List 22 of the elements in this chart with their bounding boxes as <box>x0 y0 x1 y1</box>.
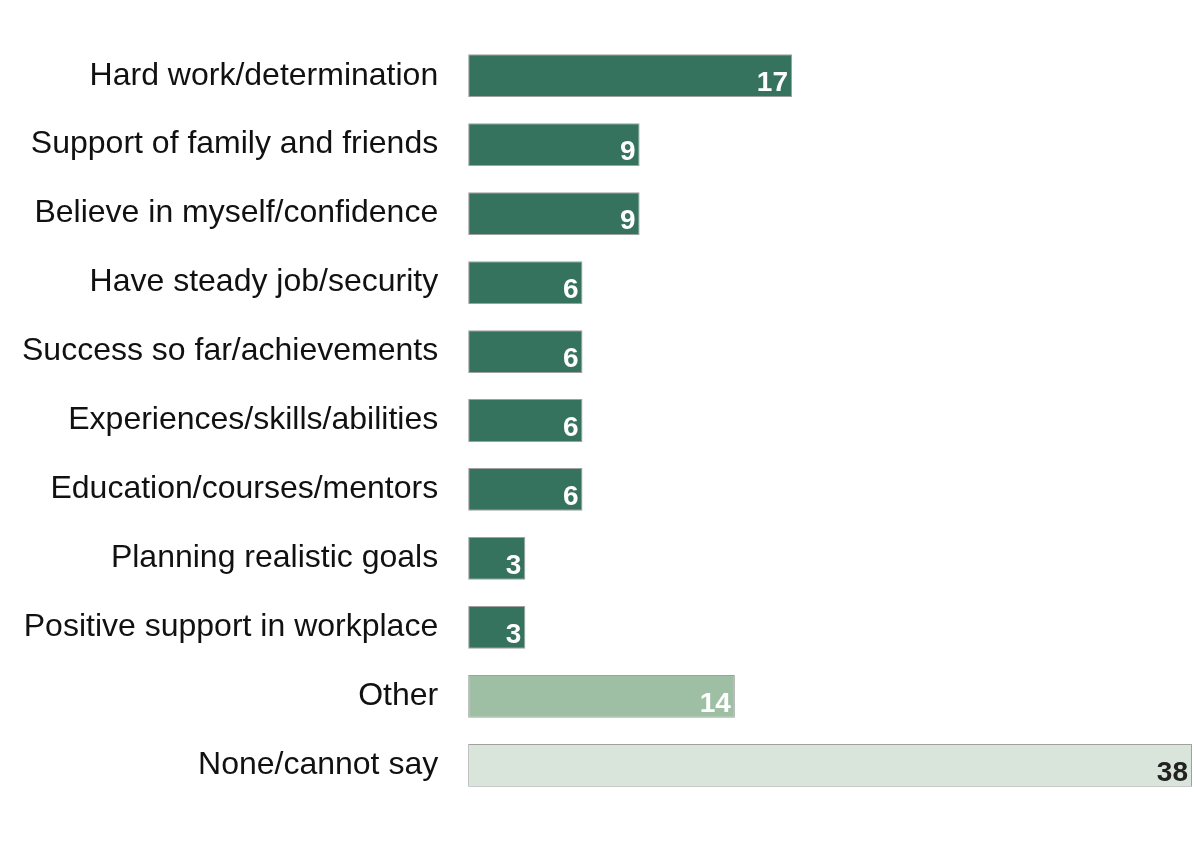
y-tick-label: Success so far/achievements <box>22 331 439 368</box>
data-label: 6 <box>562 342 579 374</box>
data-label: 6 <box>562 480 579 512</box>
y-tick-label: Education/courses/mentors <box>50 469 439 506</box>
data-label: 14 <box>699 687 732 719</box>
y-tick-label: Experiences/skills/abilities <box>68 400 439 437</box>
y-tick-label: Have steady job/security <box>89 262 439 299</box>
data-label: 3 <box>505 549 522 581</box>
data-label: 9 <box>620 135 636 167</box>
data-label: 6 <box>562 273 579 305</box>
y-tick-label: Planning realistic goals <box>110 538 439 575</box>
y-tick-label: Believe in myself/confidence <box>34 193 439 230</box>
data-label: 6 <box>562 411 579 443</box>
y-tick-label: Support of family and friends <box>30 124 439 161</box>
y-tick-label: Other <box>358 676 439 713</box>
data-label: 9 <box>620 204 636 236</box>
data-label: 3 <box>505 618 522 650</box>
data-label: 17 <box>756 66 788 98</box>
y-tick-label: Hard work/determination <box>89 55 439 92</box>
data-label: 38 <box>1156 756 1188 788</box>
y-tick-label: Positive support in workplace <box>23 607 439 644</box>
y-tick-label: None/cannot say <box>198 745 439 782</box>
